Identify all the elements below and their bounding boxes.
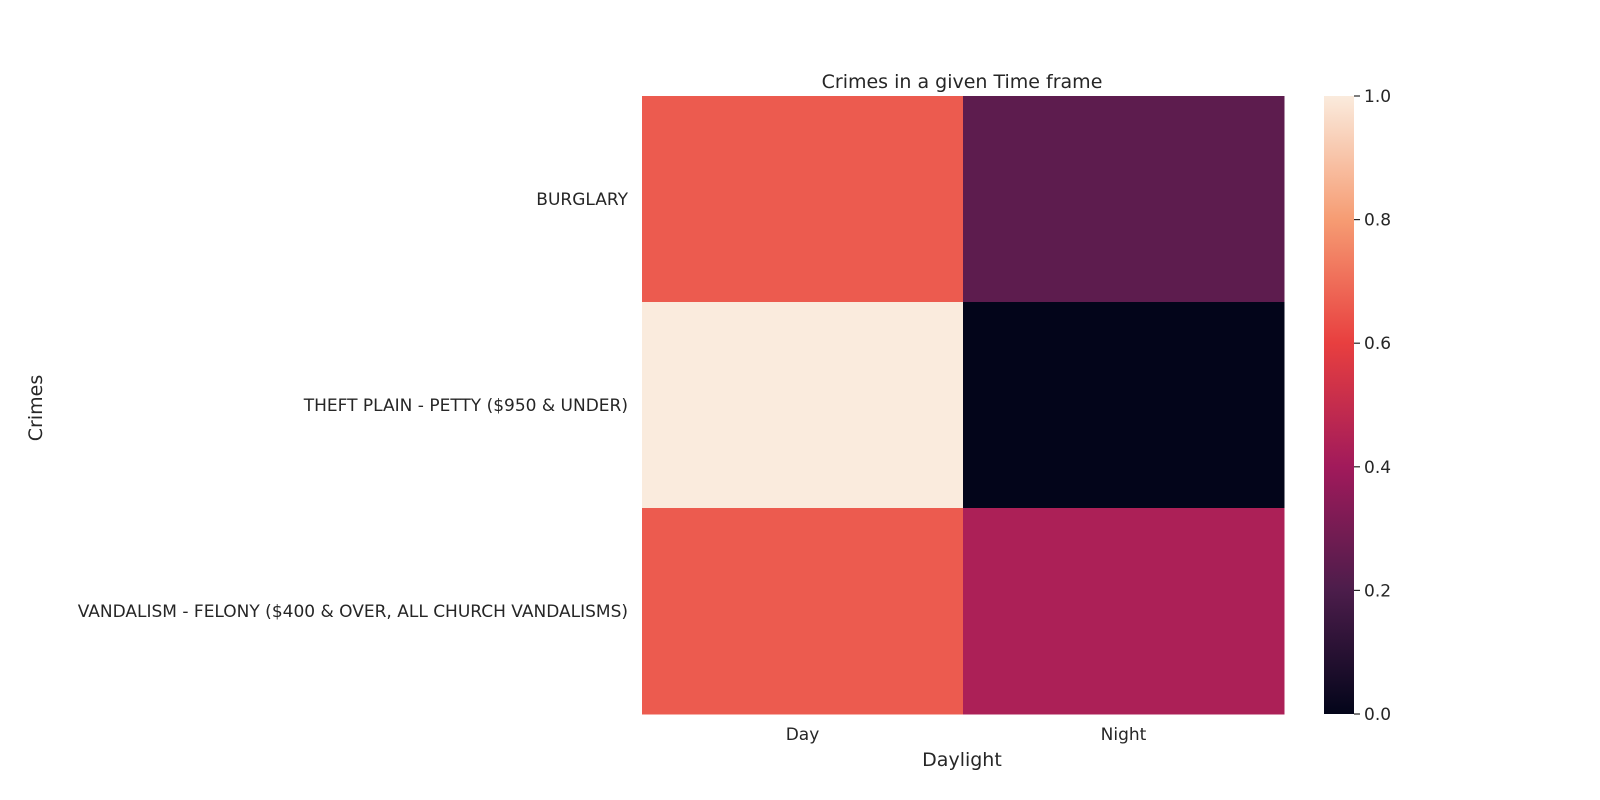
heatmap-cell — [963, 96, 1285, 303]
heatmap-cell — [642, 302, 964, 509]
x-tick-labels: Day Night — [786, 725, 1147, 745]
y-tick-label: VANDALISM - FELONY ($400 & OVER, ALL CHU… — [78, 602, 628, 622]
heatmap-cell — [642, 96, 964, 303]
y-tick-label: BURGLARY — [536, 190, 628, 210]
colorbar-tick-label: 0.8 — [1364, 211, 1391, 231]
x-tick-label: Day — [786, 725, 820, 745]
colorbar-tick-label: 0.6 — [1364, 334, 1391, 354]
heatmap-cell — [963, 508, 1285, 715]
heatmap-cells — [642, 96, 1285, 715]
chart-title: Crimes in a given Time frame — [822, 71, 1103, 93]
y-tick-label: THEFT PLAIN - PETTY ($950 & UNDER) — [303, 396, 628, 416]
x-axis-label: Daylight — [922, 749, 1002, 771]
x-tick-label: Night — [1101, 725, 1147, 745]
colorbar — [1324, 96, 1354, 714]
colorbar-tick-label: 1.0 — [1364, 87, 1391, 107]
heatmap-cell — [963, 302, 1285, 509]
y-tick-labels: BURGLARY THEFT PLAIN - PETTY ($950 & UNDE… — [78, 190, 629, 622]
colorbar-tick-label: 0.0 — [1364, 705, 1391, 725]
colorbar-ticks: 0.0 0.2 0.4 0.6 0.8 1.0 — [1354, 87, 1391, 725]
heatmap-cell — [642, 508, 964, 715]
y-axis-label: Crimes — [25, 375, 47, 441]
colorbar-tick-label: 0.2 — [1364, 581, 1391, 601]
colorbar-tick-label: 0.4 — [1364, 458, 1391, 478]
